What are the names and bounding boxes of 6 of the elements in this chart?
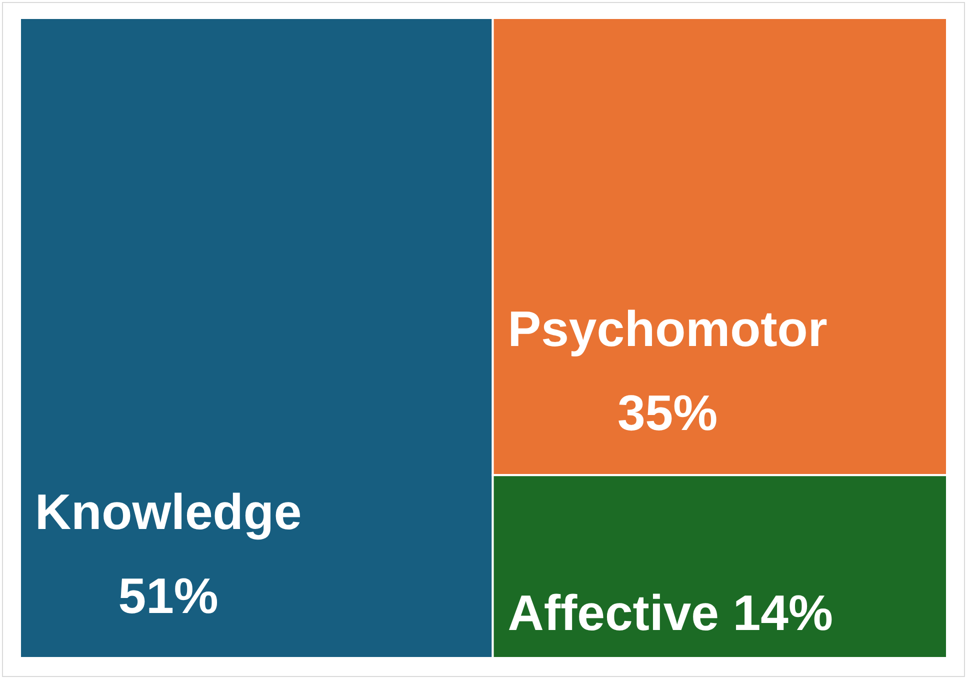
category-label: Affective — [508, 585, 719, 641]
category-label: Psychomotor — [508, 301, 828, 358]
category-label: Knowledge — [35, 484, 302, 540]
data-label: 14% — [732, 585, 833, 641]
data-label: 35% — [617, 385, 718, 442]
data-label: 51% — [118, 568, 218, 624]
